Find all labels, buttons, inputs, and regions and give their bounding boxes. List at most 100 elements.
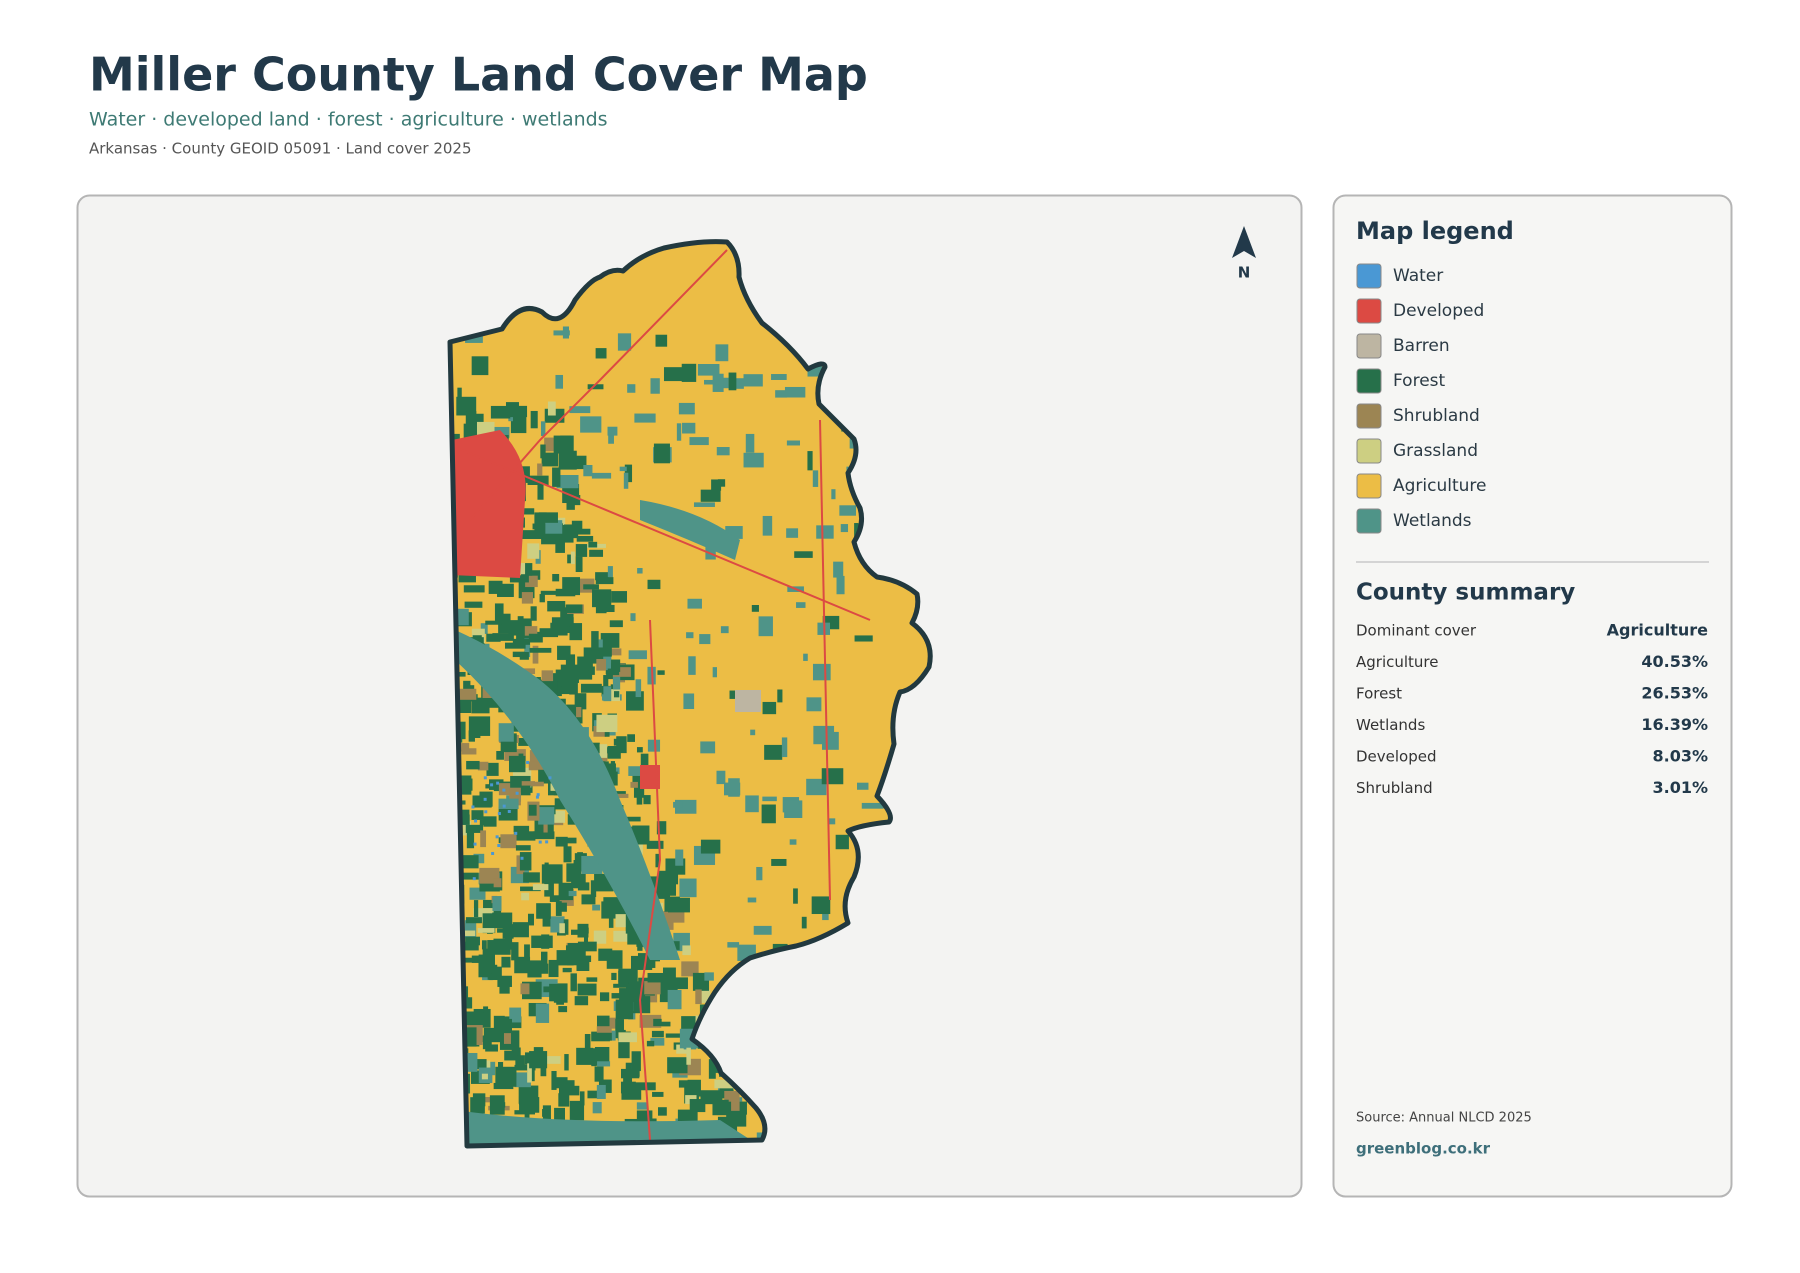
cover-patch	[504, 936, 513, 950]
cover-patch	[538, 807, 555, 825]
cover-patch	[521, 892, 530, 901]
cover-patch	[673, 801, 683, 808]
cover-patch	[553, 330, 570, 336]
cover-patch	[745, 433, 755, 453]
water-patch	[526, 760, 530, 764]
cover-patch	[682, 422, 696, 434]
cover-patch	[646, 1040, 655, 1047]
cover-patch	[529, 647, 552, 653]
water-patch	[535, 795, 539, 799]
cover-patch	[469, 720, 481, 739]
cover-patch	[463, 941, 479, 951]
cover-patch	[533, 1047, 544, 1054]
cover-patch	[493, 938, 509, 944]
cover-patch	[643, 795, 651, 805]
cover-patch	[502, 924, 514, 939]
cover-patch	[771, 858, 787, 866]
cover-patch	[745, 795, 759, 813]
cover-patch	[576, 1047, 594, 1065]
cover-patch	[464, 601, 483, 608]
cover-patch	[840, 524, 849, 533]
cover-patch	[594, 1046, 610, 1066]
water-patch	[548, 776, 552, 780]
cover-patch	[727, 942, 740, 948]
cover-patch	[693, 502, 715, 507]
cover-patch	[455, 688, 477, 700]
cover-patch	[510, 414, 527, 434]
cover-patch	[466, 411, 477, 417]
cover-patch	[610, 791, 626, 796]
cover-patch	[513, 831, 536, 841]
cover-patch	[607, 566, 613, 578]
water-patch	[474, 819, 478, 823]
cover-patch	[624, 464, 633, 483]
cover-patch	[857, 782, 869, 790]
cover-patch	[539, 628, 559, 638]
cover-patch	[668, 897, 690, 913]
cover-patch	[591, 631, 599, 651]
water-patch	[471, 805, 475, 809]
cover-patch	[540, 1062, 547, 1077]
cover-patch	[681, 363, 697, 382]
cover-patch	[479, 880, 500, 892]
cover-patch	[700, 489, 721, 502]
cover-patch	[678, 1080, 691, 1088]
legend-items: Water Developed Barren Forest Shrubland Grass…	[1356, 263, 1487, 534]
cover-patch	[562, 967, 572, 973]
cover-patch	[521, 563, 533, 576]
cover-patch	[647, 739, 661, 752]
cover-patch	[712, 667, 717, 678]
cover-patch	[498, 798, 519, 810]
cover-patch	[591, 472, 612, 479]
cover-patch	[618, 1032, 637, 1043]
summary-value: 16.39%	[1641, 715, 1708, 734]
cover-patch	[471, 955, 492, 963]
cover-patch	[497, 975, 512, 987]
cover-patch	[483, 1006, 489, 1013]
cover-patch	[563, 846, 572, 863]
cover-patch	[604, 648, 622, 656]
cover-patch	[611, 993, 622, 999]
cover-patch	[492, 633, 514, 641]
summary-rows: Dominant cover Agriculture Agriculture 40.5…	[1356, 621, 1708, 798]
cover-patch	[602, 638, 612, 657]
cover-patch	[500, 834, 517, 849]
cover-patch	[687, 598, 702, 609]
cover-patch	[465, 936, 480, 946]
cover-patch	[589, 549, 604, 557]
cover-patch	[756, 866, 763, 881]
cover-patch	[483, 965, 493, 974]
cover-patch	[513, 825, 530, 833]
cover-patch	[636, 797, 643, 805]
cover-patch	[536, 903, 551, 919]
summary-label: Wetlands	[1356, 716, 1425, 734]
cover-patch	[518, 753, 524, 772]
cover-patch	[762, 701, 777, 715]
cover-patch	[581, 894, 596, 905]
cover-patch	[728, 778, 740, 797]
cover-patch	[761, 804, 776, 824]
cover-patch	[580, 683, 602, 693]
cover-patch	[567, 943, 586, 957]
cover-patch	[806, 697, 822, 712]
cover-patch	[686, 632, 694, 639]
water-patch	[483, 797, 487, 801]
cover-patch	[533, 831, 555, 840]
summary-value: 8.03%	[1652, 747, 1708, 766]
cover-patch	[803, 653, 808, 661]
wetland-area	[455, 630, 680, 960]
cover-patch	[528, 761, 546, 771]
cover-patch	[520, 886, 541, 892]
cover-patch	[563, 524, 579, 539]
legend-label: Developed	[1393, 301, 1484, 321]
cover-patch	[477, 928, 495, 933]
cover-patch	[700, 741, 716, 754]
legend-swatch	[1356, 333, 1382, 359]
cover-patch	[580, 416, 602, 433]
cover-patch	[615, 914, 630, 928]
cover-patch	[471, 1059, 487, 1070]
legend-label: Wetlands	[1393, 511, 1472, 531]
cover-patch	[514, 956, 531, 974]
cover-patch	[547, 601, 566, 612]
page-meta: Arkansas · County GEOID 05091 · Land cov…	[89, 140, 472, 158]
